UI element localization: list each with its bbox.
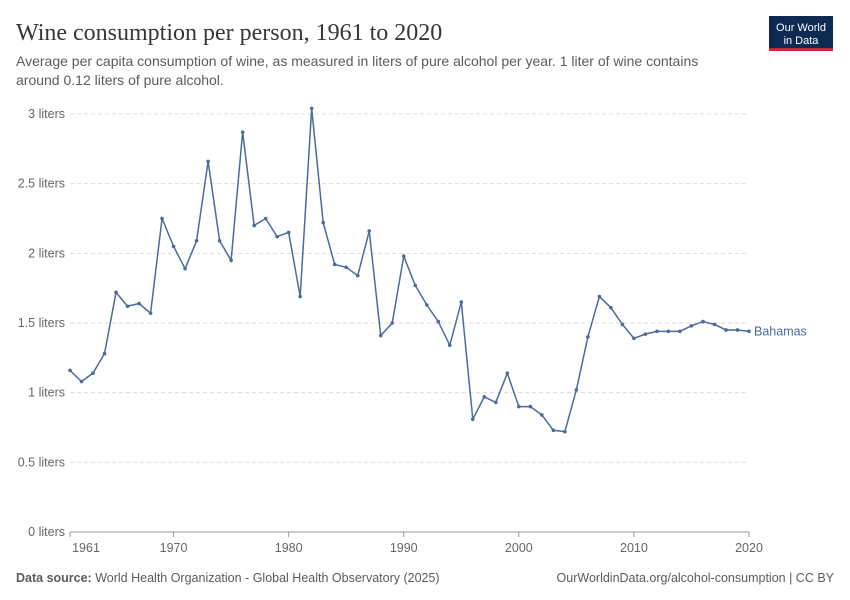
data-point [666, 329, 671, 334]
source: Data source: World Health Organization -… [16, 571, 440, 585]
data-point [79, 379, 84, 384]
data-point [505, 371, 510, 375]
logo-text: Our World [776, 22, 826, 34]
data-point [735, 328, 740, 332]
source-label: Data source: [16, 571, 92, 585]
y-tick-label: 0.5 liters [18, 455, 65, 469]
data-point [517, 404, 521, 409]
data-point [171, 244, 176, 249]
data-point [332, 262, 337, 267]
data-point [263, 216, 268, 221]
y-tick-label: 2 liters [28, 246, 65, 260]
data-point [597, 294, 602, 299]
data-point [482, 395, 487, 399]
logo-box [769, 16, 833, 50]
data-point [252, 223, 256, 228]
data-point [724, 328, 728, 332]
data-point [240, 130, 245, 134]
data-point [378, 333, 383, 338]
data-point [678, 329, 682, 334]
source-text[interactable]: World Health Organization - Global Healt… [95, 571, 439, 585]
data-point [229, 258, 233, 263]
data-point [148, 311, 153, 316]
x-tick-label: 2000 [505, 541, 533, 555]
data-point [137, 301, 141, 306]
data-point [540, 413, 544, 417]
data-point [574, 388, 579, 392]
data-point [620, 322, 625, 327]
data-point [125, 304, 130, 309]
data-point [712, 322, 717, 327]
chart-title: Wine consumption per person, 1961 to 202… [16, 20, 442, 46]
data-point [321, 220, 325, 225]
subtitle-line: Average per capita consumption of wine, … [16, 53, 698, 69]
data-point [275, 234, 279, 239]
url[interactable]: OurWorldinData.org/alcohol-consumption |… [557, 571, 835, 585]
x-tick-label: 1980 [275, 541, 303, 555]
data-point [494, 400, 498, 405]
data-point [206, 159, 210, 164]
data-point [563, 429, 567, 434]
data-point [459, 300, 464, 304]
data-point [655, 329, 659, 334]
x-tick-label: 2010 [620, 541, 648, 555]
y-tick-label: 1.5 liters [18, 316, 65, 330]
data-point [91, 371, 95, 375]
data-point [390, 321, 395, 325]
y-tick-label: 1 liters [28, 386, 65, 400]
data-point [632, 336, 636, 341]
data-point [355, 273, 360, 278]
data-point [217, 238, 222, 243]
data-point [470, 417, 475, 421]
logo[interactable]: Our World in Data [769, 16, 833, 51]
data-point [643, 332, 648, 336]
data-point [747, 329, 751, 334]
x-tick-label: 1970 [160, 541, 188, 555]
x-tick-label: 1990 [390, 541, 418, 555]
y-tick-label: 0 liters [28, 525, 65, 539]
data-point [413, 283, 418, 288]
data-point [528, 404, 533, 409]
x-tick-label: 1961 [72, 541, 100, 555]
series-line [69, 108, 750, 433]
data-point [68, 368, 72, 373]
data-point [183, 266, 187, 271]
data-point [436, 319, 441, 324]
data-point [194, 238, 199, 243]
y-tick-label: 2.5 liters [18, 177, 65, 191]
data-point [367, 229, 372, 233]
x-tick-label: 2020 [735, 541, 763, 555]
series-label: Bahamas [754, 324, 807, 338]
data-point [551, 428, 556, 433]
data-point [424, 303, 429, 307]
data-point [114, 290, 118, 295]
logo-stripe [769, 48, 833, 51]
data-point [160, 216, 164, 221]
data-point [401, 254, 406, 258]
data-point [102, 351, 107, 356]
data-point [344, 265, 349, 270]
data-point [701, 319, 705, 324]
y-tick-label: 3 liters [28, 107, 65, 121]
data-point [447, 343, 452, 348]
subtitle-line: around 0.12 liters of pure alcohol. [16, 72, 224, 88]
data-point [586, 335, 590, 339]
data-point [286, 230, 291, 235]
logo-text: in Data [784, 35, 820, 47]
data-point [298, 294, 302, 299]
data-point [309, 106, 314, 111]
data-point [609, 305, 613, 310]
data-point [689, 323, 694, 328]
